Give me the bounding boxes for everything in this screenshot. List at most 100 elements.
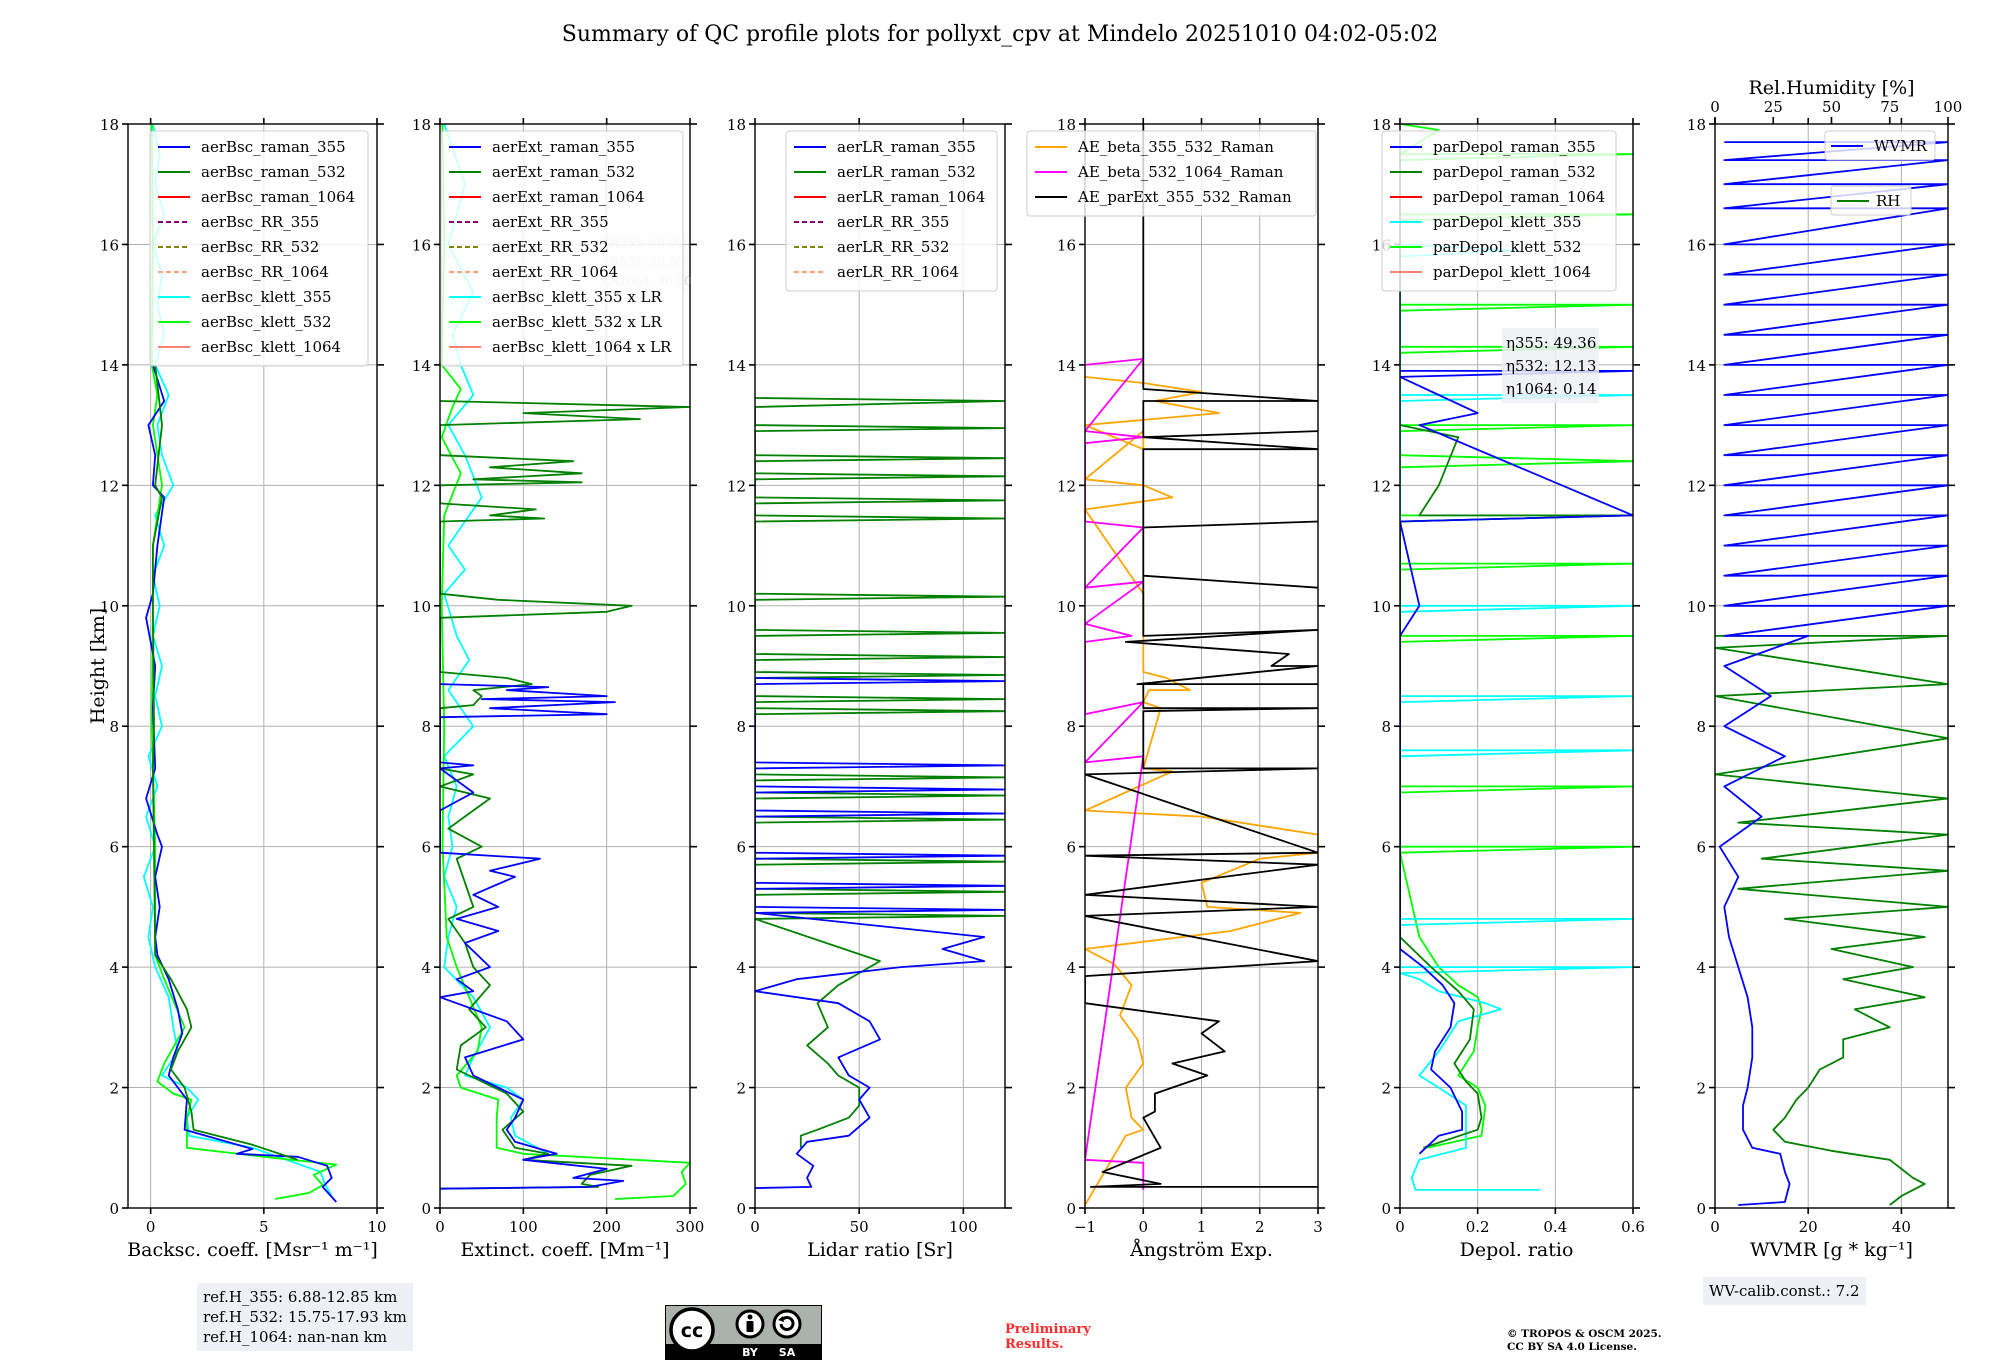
cc-icon-text: cc	[681, 1320, 704, 1342]
annotation-box: η355: 49.36 η532: 12.13 η1064: 0.14	[1502, 328, 1599, 403]
y-tick-label: 0	[1066, 1200, 1076, 1218]
axes-frame	[127, 123, 378, 1209]
copyright-line-2: CC BY SA 4.0 License.	[1507, 1341, 1637, 1353]
legend-label: aerBsc_klett_532	[201, 313, 332, 331]
x-axis-label: Backsc. coeff. [Msr⁻¹ m⁻¹]	[127, 1239, 378, 1261]
annotation-text: η355: 49.36	[1506, 334, 1596, 352]
y-tick-label: 2	[1696, 1080, 1706, 1098]
y-tick-label: 0	[1381, 1200, 1391, 1218]
legend-label: parDepol_klett_355	[1433, 213, 1582, 231]
y-tick-label: 12	[100, 477, 119, 495]
ref-height-355: ref.H_355: 6.88-12.85 km	[203, 1288, 398, 1306]
legend-label: aerExt_RR_1064	[492, 263, 618, 281]
series-line-RH	[1715, 635, 1948, 1206]
legend-label: parDepol_klett_532	[1433, 238, 1582, 256]
series-group	[1085, 124, 1318, 1206]
y-axis-label: Height [km]	[87, 608, 109, 724]
series-group	[1715, 141, 1948, 1206]
x-tick-label: 40	[1892, 1218, 1911, 1236]
y-tick-label: 8	[421, 718, 431, 736]
legend-frame	[785, 130, 998, 292]
y-tick-label: 4	[1066, 959, 1076, 977]
panel-wvmr_rh: 0 20 40 0 2 4 6 8 10 12 14 16 18 WVMR [g * kg⁻¹] 0 25 50…	[1687, 77, 1962, 1261]
legend: parDepol_raman_355 parDepol_raman_532 parD…	[1381, 130, 1617, 292]
series-line-aerBsc_klett_532 x LR	[440, 124, 690, 1200]
x-tick-label: 0.6	[1621, 1218, 1645, 1236]
y-tick-label: 6	[109, 839, 119, 857]
y-tick-label: 10	[727, 598, 746, 616]
legend-label: aerBsc_klett_1064 x LR	[492, 338, 672, 356]
legend-frame	[149, 130, 369, 367]
y-tick-label: 8	[1381, 718, 1391, 736]
series-line-parDepol_klett_355	[1400, 243, 1633, 1191]
axes-frame	[754, 123, 1006, 1209]
wv-calibration-constant: WV-calib.const.: 7.2	[1709, 1282, 1860, 1300]
legend-label: aerBsc_RR_532	[201, 238, 319, 256]
legend: aerBsc_raman_355 aerBsc_raman_532 aerBsc_r…	[149, 130, 369, 367]
legend-label: aerLR_raman_1064	[837, 188, 985, 206]
x-axis-label: Depol. ratio	[1460, 1239, 1574, 1261]
x-tick-label: 0.2	[1466, 1218, 1490, 1236]
y-tick-label: 2	[736, 1080, 746, 1098]
legend-frame	[1381, 130, 1617, 292]
series-line-aerExt_raman_355	[440, 683, 625, 1190]
series-line-aerBsc_klett_532	[150, 124, 338, 1200]
y-tick-label: 10	[412, 598, 431, 616]
x-tick-label: −1	[1074, 1218, 1096, 1236]
x-tick-label: 5	[259, 1218, 269, 1236]
cc-by-sa-license-icon: cc BY SA	[665, 1305, 822, 1360]
y-tick-label: 0	[736, 1200, 746, 1218]
y-tick-label: 14	[1687, 357, 1706, 375]
x-tick-label: 200	[592, 1218, 621, 1236]
x-tick-label: 0.4	[1543, 1218, 1567, 1236]
copyright-notice: © TROPOS & OSCM 2025. CC BY SA 4.0 Licen…	[1507, 1328, 1662, 1354]
legend-label: parDepol_raman_532	[1433, 163, 1596, 181]
legend-label: aerBsc_klett_355 x LR	[492, 288, 663, 306]
x-tick-label: 100	[509, 1218, 538, 1236]
legend-label: AE_beta_532_1064_Raman	[1077, 163, 1284, 181]
panel-backscatter: 0 5 10 0 2 4 6 8 10 12 14 16 18 Backsc. coeff. [Msr⁻¹…	[100, 116, 387, 1261]
x-tick-label: 2	[1255, 1218, 1265, 1236]
preliminary-results-note: Preliminary Results.	[1005, 1322, 1091, 1352]
series-line-aerLR_raman_355	[755, 677, 1005, 1189]
y-tick-label: 8	[736, 718, 746, 736]
y-tick-label: 4	[109, 959, 119, 977]
series-line-WVMR	[1718, 141, 1948, 1206]
x-tick-label: 20	[1799, 1218, 1818, 1236]
preliminary-line-2: Results.	[1005, 1337, 1064, 1352]
legend: aerLR_raman_355 aerLR_raman_532 aerLR_rama…	[785, 130, 998, 292]
y-tick-label: 16	[100, 236, 119, 254]
legend-label: aerExt_RR_355	[492, 213, 609, 231]
y-tick-label: 6	[421, 839, 431, 857]
y-tick-label: 0	[1696, 1200, 1706, 1218]
x2-tick-label: 100	[1934, 98, 1963, 116]
legend-label: aerBsc_raman_355	[201, 138, 346, 156]
x-tick-label: 100	[949, 1218, 978, 1236]
y-tick-label: 10	[100, 598, 119, 616]
legend-label: aerExt_raman_532	[492, 163, 635, 181]
legend-label: parDepol_klett_1064	[1433, 263, 1591, 281]
legend-label: RH	[1876, 192, 1900, 210]
y-tick-label: 4	[1696, 959, 1706, 977]
legend-label: aerBsc_klett_355	[201, 288, 332, 306]
y-tick-label: 18	[412, 116, 431, 134]
y-tick-label: 16	[1057, 236, 1076, 254]
x-axis-label: WVMR [g * kg⁻¹]	[1750, 1239, 1913, 1261]
x-axis-label: Extinct. coeff. [Mm⁻¹]	[460, 1239, 669, 1261]
x-axis-label: Lidar ratio [Sr]	[807, 1239, 953, 1261]
legend-label: aerBsc_raman_532	[201, 163, 346, 181]
y-tick-label: 12	[412, 477, 431, 495]
legend: AE_beta_355_532_Raman AE_beta_532_1064_Ra…	[1026, 130, 1317, 217]
panel-extinction: 0 100 200 300 0 2 4 6 8 10 12 14 16 18 Extinct. coeff.…	[412, 116, 704, 1261]
preliminary-line-1: Preliminary	[1005, 1322, 1091, 1337]
y-tick-label: 18	[100, 116, 119, 134]
legend-RH: RH	[1830, 185, 1912, 216]
legend-label: AE_parExt_355_532_Raman	[1077, 188, 1292, 206]
y-tick-label: 18	[1057, 116, 1076, 134]
legend-label: aerLR_RR_532	[837, 238, 949, 256]
y-tick-label: 2	[1066, 1080, 1076, 1098]
y-tick-label: 16	[412, 236, 431, 254]
legend-label: aerLR_RR_1064	[837, 263, 959, 281]
